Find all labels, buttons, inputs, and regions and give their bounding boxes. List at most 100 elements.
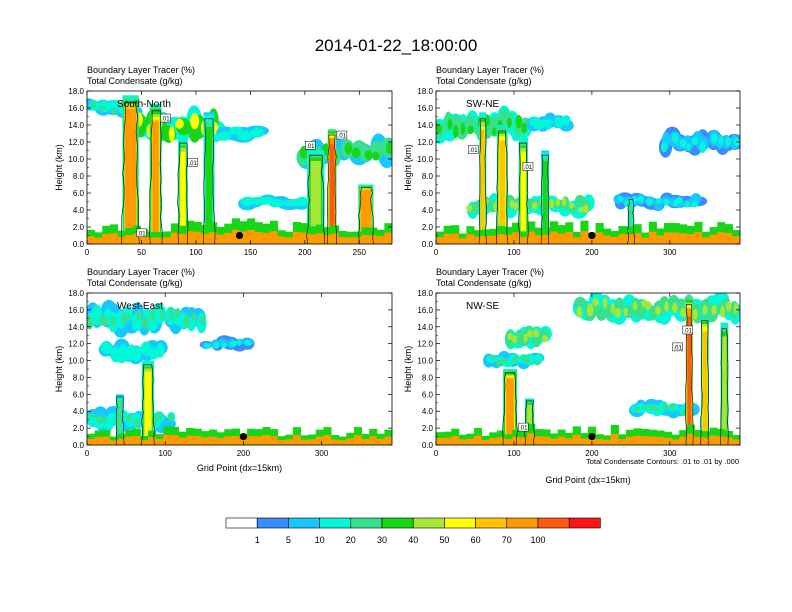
boundary-layer-core: [474, 435, 483, 445]
cloud-cell: [263, 196, 273, 202]
cloud-cell: [191, 311, 197, 322]
svg-text:.01: .01: [137, 231, 146, 237]
cloud-cell: [672, 132, 679, 144]
colorbar-swatch: [412, 517, 445, 529]
boundary-layer-core: [300, 232, 309, 244]
cloud-cell: [568, 202, 575, 209]
cloud-cell: [531, 336, 541, 348]
cloud-cell: [664, 300, 669, 313]
cloud-cell: [646, 198, 653, 206]
cloud-cell: [702, 304, 708, 317]
cloud-cell: [447, 118, 453, 131]
boundary-layer-core: [451, 233, 460, 244]
cloud-cell: [547, 199, 555, 209]
cloud-cell: [467, 125, 475, 135]
cloud-cell: [500, 357, 508, 365]
plume-column: [311, 162, 321, 244]
boundary-layer-core: [285, 439, 294, 445]
y-tick-label: 10.0: [417, 155, 433, 164]
cloud-cell: [104, 345, 111, 353]
cloud-cell: [190, 113, 200, 130]
boundary-layer-core: [580, 231, 589, 244]
cloud-cell: [460, 122, 466, 135]
plume-column: [329, 144, 335, 244]
cloud-cell: [618, 196, 624, 202]
boundary-layer-core: [709, 435, 718, 445]
colorbar-swatch: [350, 517, 383, 529]
x-tick-label: 250: [353, 248, 367, 257]
cloud-cell: [506, 118, 512, 128]
x-tick-label: 0: [85, 449, 90, 458]
colorbar-label: 1: [255, 535, 260, 545]
cloud-cell: [221, 133, 229, 141]
cloud-cell: [507, 332, 514, 340]
plume-column: [480, 129, 485, 244]
cloud-cell: [253, 127, 263, 134]
svg-text:.01: .01: [684, 329, 693, 335]
y-axis-title: Height (km): [403, 346, 413, 393]
contour-label: .01: [136, 228, 147, 237]
y-tick-label: 18.0: [68, 87, 84, 96]
contour-label: .01: [468, 145, 479, 154]
panel-subtitle-tracer: Boundary Layer Tracer (%): [436, 267, 544, 277]
y-tick-label: 0.0: [73, 240, 85, 249]
boundary-layer-core: [458, 439, 467, 445]
cloud-cell: [711, 133, 718, 144]
boundary-layer-core: [648, 231, 657, 244]
cloud-cell: [364, 149, 373, 161]
cloud-cell: [541, 334, 549, 343]
boundary-layer-core: [247, 229, 256, 244]
panel-subtitle-tracer: Boundary Layer Tracer (%): [87, 267, 195, 277]
colorbar-swatch: [506, 517, 539, 529]
x-tick-label: 100: [159, 449, 173, 458]
boundary-layer-core: [209, 232, 218, 244]
boundary-layer-core: [618, 234, 627, 244]
cloud-cell: [592, 297, 599, 307]
cloud-cell: [200, 314, 205, 326]
cloud-cell: [102, 417, 108, 424]
cloud-cell: [167, 414, 174, 421]
cloud-cell: [633, 406, 640, 412]
boundary-layer-core: [170, 435, 179, 445]
colorbar: 1 5 10 20 30 40 50 60 70 100: [225, 517, 601, 545]
boundary-layer-core: [709, 234, 718, 244]
boundary-layer-core: [702, 237, 711, 244]
cloud-cell: [676, 196, 683, 204]
boundary-layer-core: [641, 436, 650, 445]
cloud-cell: [556, 118, 561, 124]
cloud-cell: [98, 105, 106, 111]
boundary-layer-core: [186, 435, 195, 445]
boundary-layer-core: [603, 235, 612, 244]
cloud-cell: [524, 356, 531, 363]
y-tick-label: 6.0: [73, 390, 85, 399]
y-tick-label: 18.0: [68, 289, 84, 298]
boundary-layer-core: [724, 233, 733, 244]
colorbar-swatch: [381, 517, 414, 529]
boundary-layer-core: [270, 231, 279, 244]
y-tick-label: 4.0: [422, 407, 434, 416]
cloud-cell: [733, 302, 738, 314]
boundary-layer-core: [209, 436, 218, 445]
cloud-cell: [128, 344, 135, 352]
plume-column: [126, 114, 135, 244]
y-tick-label: 6.0: [73, 189, 85, 198]
condensate-contour: [700, 320, 710, 445]
cloud-cell: [561, 197, 567, 207]
boundary-layer-core: [193, 231, 202, 244]
cloud-cell: [110, 108, 118, 115]
x-tick-label: 200: [237, 449, 251, 458]
cloud-cell: [533, 328, 539, 338]
y-tick-label: 16.0: [417, 104, 433, 113]
boundary-layer-core: [557, 436, 566, 445]
y-tick-label: 2.0: [422, 223, 434, 232]
boundary-layer-core: [489, 235, 498, 244]
boundary-layer-core: [671, 439, 680, 445]
boundary-layer-core: [94, 237, 103, 244]
boundary-layer-core: [224, 436, 233, 445]
y-tick-label: 18.0: [417, 289, 433, 298]
colorbar-label: 40: [408, 535, 418, 545]
cloud-cell: [90, 101, 97, 108]
cloud-cell: [452, 124, 459, 139]
